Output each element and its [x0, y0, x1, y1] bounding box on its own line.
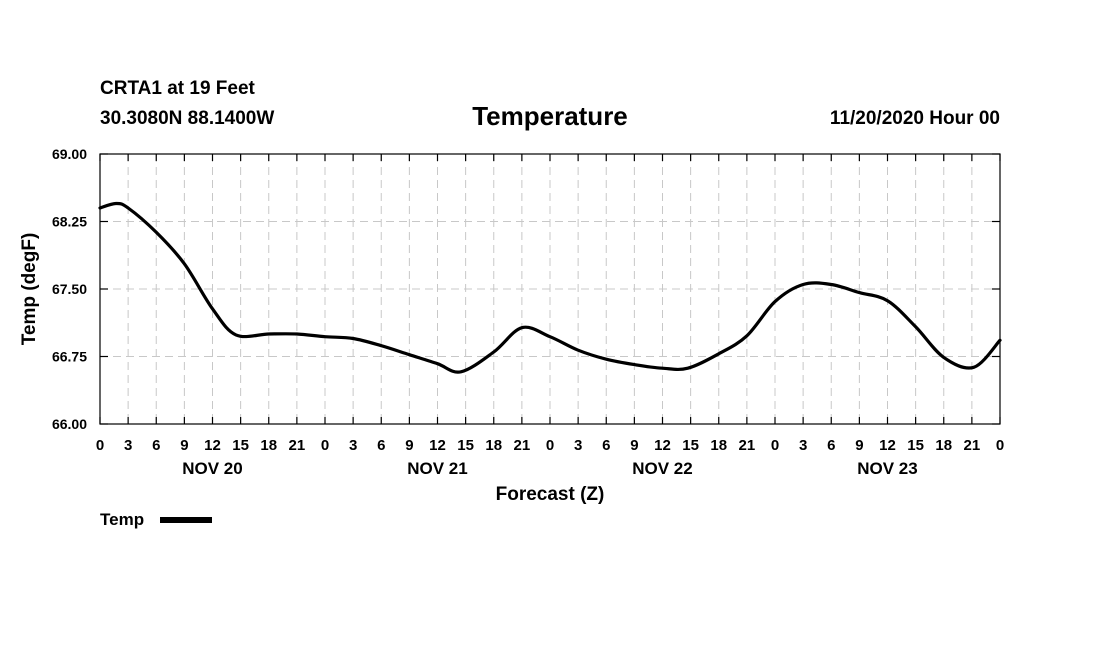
axis-ticks — [99, 153, 1001, 425]
x-tick-label: 21 — [289, 437, 306, 454]
y-tick-label: 69.00 — [52, 146, 87, 162]
x-axis-label: Forecast (Z) — [496, 484, 605, 505]
y-tick-labels: 66.00 66.75 67.50 68.25 69.00 — [52, 146, 87, 432]
y-axis-label: Temp (degF) — [19, 233, 40, 346]
legend: Temp — [100, 510, 212, 529]
station-label: CRTA1 at 19 Feet — [100, 78, 256, 99]
x-tick-label: 3 — [349, 437, 357, 454]
legend-label-temp: Temp — [100, 510, 144, 529]
temp-series-line — [98, 201, 1002, 374]
x-tick-label: 12 — [204, 437, 221, 454]
x-tick-label: 9 — [855, 437, 863, 454]
x-tick-label: 21 — [964, 437, 981, 454]
y-tick-label: 66.00 — [52, 416, 87, 432]
x-tick-label: 12 — [654, 437, 671, 454]
chart-title: Temperature — [472, 101, 628, 131]
x-tick-label: 6 — [827, 437, 835, 454]
location-label: 30.3080N 88.1400W — [100, 108, 274, 129]
x-tick-label: 6 — [152, 437, 160, 454]
x-tick-label: 18 — [260, 437, 277, 454]
plot-frame — [99, 153, 1001, 425]
x-tick-label: 9 — [405, 437, 413, 454]
y-tick-label: 68.25 — [52, 214, 87, 230]
x-tick-label: 15 — [457, 437, 474, 454]
y-tick-label: 67.50 — [52, 281, 87, 297]
y-tick-label: 66.75 — [52, 349, 87, 365]
x-tick-label: 21 — [514, 437, 531, 454]
day-label: NOV 20 — [182, 459, 242, 478]
x-tick-label: 15 — [907, 437, 924, 454]
day-labels: NOV 20 NOV 21 NOV 22 NOV 23 — [182, 459, 917, 478]
series-layer — [98, 201, 1002, 374]
x-tick-label: 6 — [602, 437, 610, 454]
x-tick-label: 12 — [879, 437, 896, 454]
x-tick-label: 0 — [96, 437, 104, 454]
x-tick-label: 3 — [799, 437, 807, 454]
x-tick-labels: 0 3 6 9 12 15 18 21 0 3 6 9 12 15 18 21 0 3 6 9 12 15 18 21 0 3 6 9… — [96, 437, 1004, 454]
x-tick-label: 0 — [996, 437, 1004, 454]
x-tick-label: 0 — [771, 437, 779, 454]
x-tick-label: 0 — [546, 437, 554, 454]
x-tick-label: 18 — [710, 437, 727, 454]
x-tick-label: 9 — [180, 437, 188, 454]
day-label: NOV 23 — [857, 459, 917, 478]
x-tick-label: 0 — [321, 437, 329, 454]
grid — [100, 154, 1000, 424]
x-tick-label: 21 — [739, 437, 756, 454]
x-tick-label: 18 — [485, 437, 502, 454]
day-label: NOV 22 — [632, 459, 692, 478]
x-tick-label: 15 — [232, 437, 249, 454]
x-tick-label: 3 — [574, 437, 582, 454]
x-tick-label: 12 — [429, 437, 446, 454]
x-tick-label: 15 — [682, 437, 699, 454]
x-tick-label: 6 — [377, 437, 385, 454]
legend-swatch-temp — [160, 517, 212, 523]
run-label: 11/20/2020 Hour 00 — [830, 108, 1000, 129]
x-tick-label: 3 — [124, 437, 132, 454]
x-tick-label: 9 — [630, 437, 638, 454]
x-tick-label: 18 — [935, 437, 952, 454]
day-label: NOV 21 — [407, 459, 467, 478]
